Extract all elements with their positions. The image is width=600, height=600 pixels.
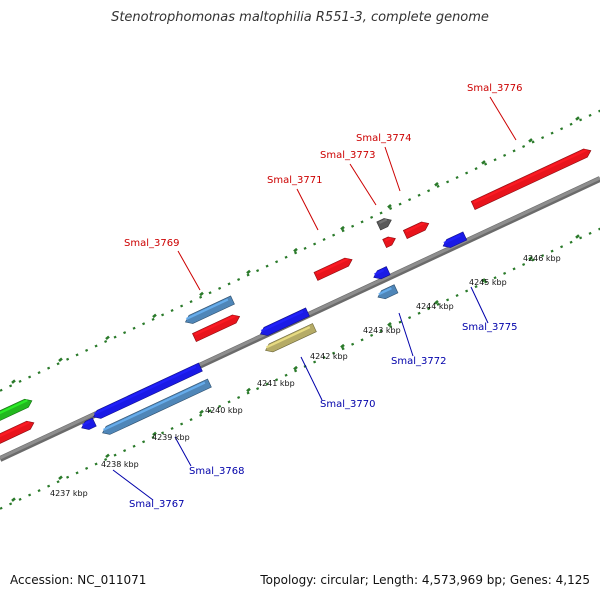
gene-smal-3776[interactable] (470, 146, 593, 210)
accession-text: Accession: NC_011071 (10, 573, 147, 587)
gene-blue-small[interactable] (372, 266, 391, 282)
gene-smal-3771[interactable] (313, 255, 354, 281)
gene-label: Smal_3771 (267, 175, 322, 186)
gene-smal-3772[interactable] (376, 284, 399, 302)
leader-line (384, 146, 401, 192)
kbp-label: 4238 kbp (101, 460, 139, 469)
gene-label: Smal_3772 (391, 356, 446, 367)
leader-line (300, 356, 323, 401)
kbp-label: 4243 kbp (363, 326, 401, 335)
gene-smal-3773[interactable] (382, 234, 398, 249)
gene-smal-3770[interactable] (264, 323, 317, 355)
kbp-label: 4245 kbp (469, 278, 507, 287)
kbp-label: 4237 kbp (50, 489, 88, 498)
gene-label: Smal_3774 (356, 133, 411, 144)
tick-track (0, 109, 600, 510)
gene-features (0, 146, 593, 446)
kbp-label: 4242 kbp (310, 352, 348, 361)
leader-line (296, 188, 319, 231)
gene-red-small[interactable] (402, 219, 430, 239)
gene-label: Smal_3769 (124, 238, 179, 249)
gene-smal-3775[interactable] (441, 231, 468, 250)
kbp-label: 4244 kbp (416, 302, 454, 311)
gene-label: Smal_3767 (129, 499, 184, 510)
genome-summary: Topology: circular; Length: 4,573,969 bp… (260, 573, 590, 587)
leader-line (398, 312, 414, 357)
leader-line (177, 250, 201, 291)
gene-smal-3768[interactable] (92, 362, 203, 421)
page-title: Stenotrophomonas maltophilia R551-3, com… (111, 10, 489, 25)
kbp-label: 4239 kbp (152, 433, 190, 442)
gene-label: Smal_3770 (320, 399, 375, 410)
gene-unlabeled-green[interactable] (0, 397, 34, 424)
gene-smal-3767[interactable] (101, 378, 212, 437)
gene-smal-3769[interactable] (192, 312, 241, 343)
gene-smal-3769-steel[interactable] (184, 295, 235, 326)
leader-line (174, 436, 192, 467)
gene-label: Smal_3768 (189, 466, 244, 477)
label-leaders (112, 96, 517, 501)
kbp-label: 4246 kbp (523, 254, 561, 263)
kbp-labels: 4237 kbp 4238 kbp 4239 kbp 4240 kbp 4241 kbp… (50, 254, 561, 498)
leader-line (112, 469, 154, 501)
leader-line (349, 163, 377, 206)
leader-line (489, 96, 517, 141)
kbp-label: 4241 kbp (257, 379, 295, 388)
gene-label: Smal_3775 (462, 322, 517, 333)
gene-unlabeled-red[interactable] (0, 419, 36, 446)
gene-label: Smal_3773 (320, 150, 375, 161)
gene-label: Smal_3776 (467, 83, 522, 94)
gene-small-blue[interactable] (80, 417, 97, 432)
gene-labels: Smal_3767 Smal_3768 Smal_3769 Smal_3770 Smal… (124, 83, 522, 510)
gene-smal-3770-blue[interactable] (259, 307, 310, 338)
kbp-label: 4240 kbp (205, 406, 243, 415)
leader-line (470, 286, 489, 324)
gene-smal-3774[interactable] (376, 216, 393, 231)
